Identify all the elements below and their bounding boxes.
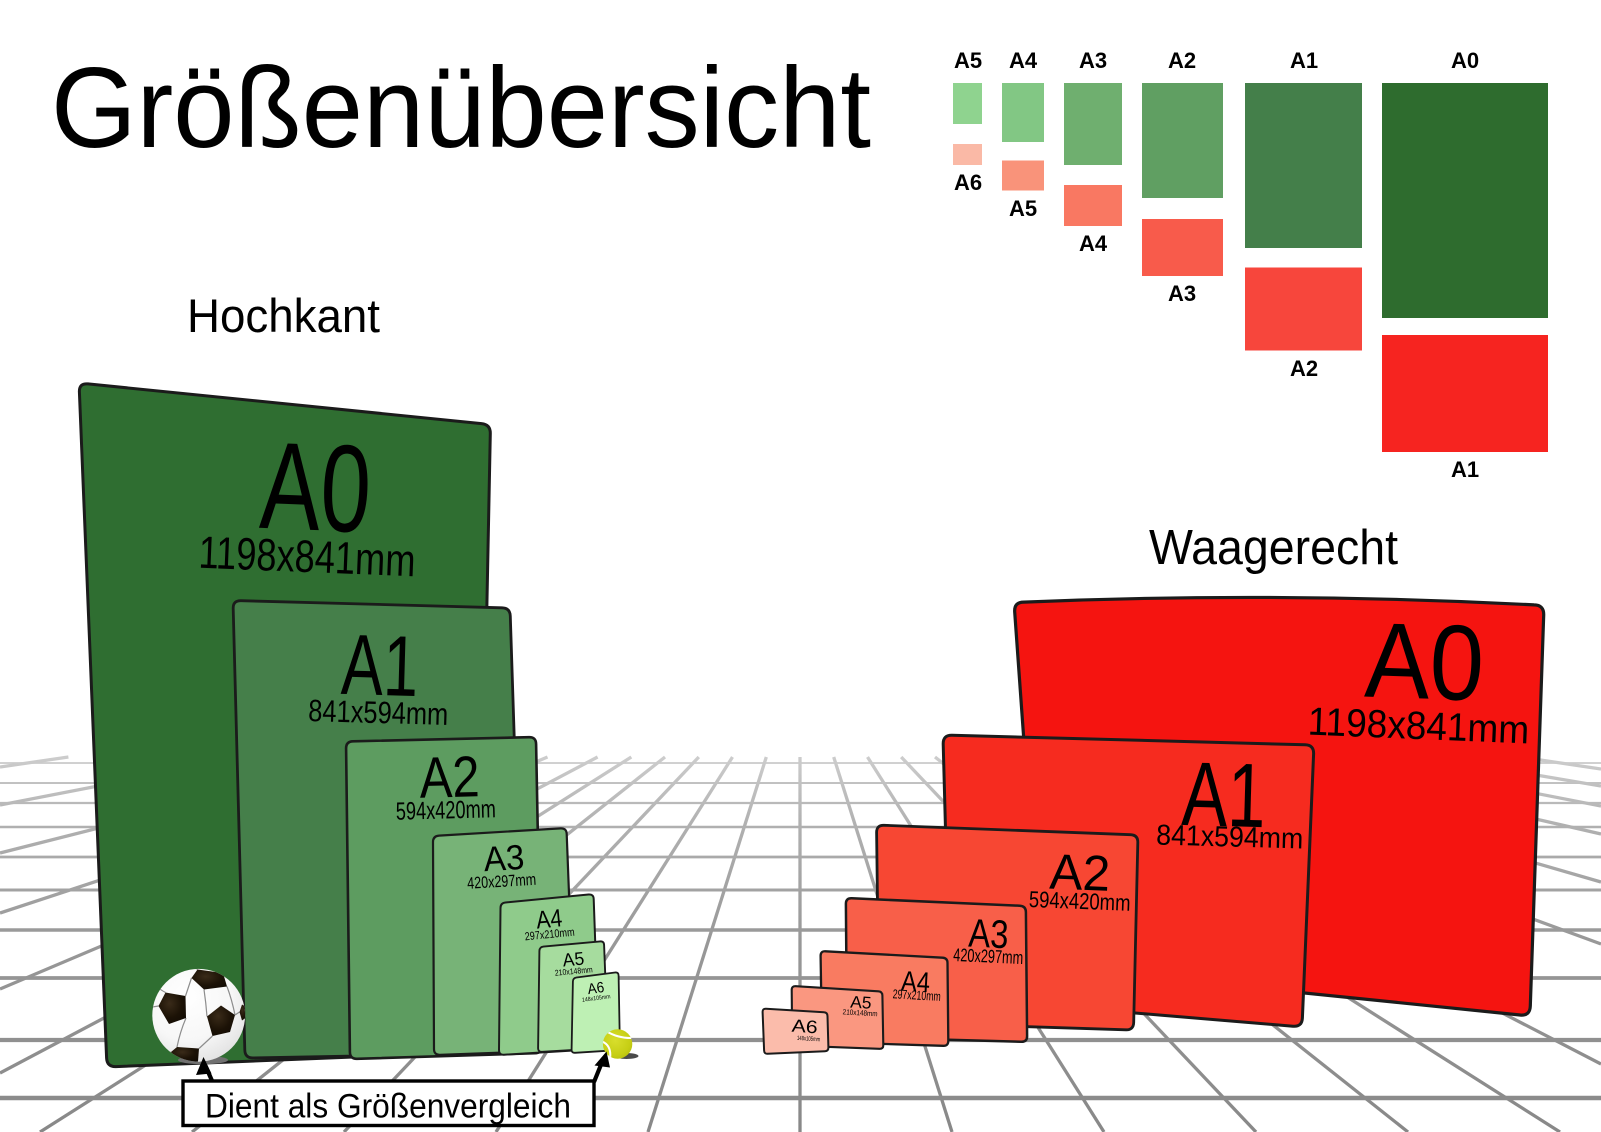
svg-text:594x420mm: 594x420mm xyxy=(395,795,496,825)
svg-text:210x148mm: 210x148mm xyxy=(554,964,593,977)
svg-text:A4: A4 xyxy=(535,904,564,934)
svg-text:420x297mm: 420x297mm xyxy=(467,871,537,893)
svg-text:297x210mm: 297x210mm xyxy=(892,986,941,1004)
svg-text:A3: A3 xyxy=(483,838,526,879)
svg-text:A3: A3 xyxy=(1079,48,1107,73)
svg-text:594x420mm: 594x420mm xyxy=(1028,886,1131,916)
svg-text:A2: A2 xyxy=(1290,356,1318,381)
svg-text:A3: A3 xyxy=(968,912,1010,958)
svg-text:A0: A0 xyxy=(1363,600,1486,724)
svg-text:A2: A2 xyxy=(1168,48,1196,73)
svg-text:Hochkant: Hochkant xyxy=(187,289,380,342)
svg-text:148x105mm: 148x105mm xyxy=(797,1035,821,1043)
svg-text:A2: A2 xyxy=(419,744,481,810)
svg-text:A5: A5 xyxy=(954,48,982,73)
svg-text:A5: A5 xyxy=(562,948,585,971)
svg-text:A4: A4 xyxy=(1009,48,1038,73)
svg-text:A0: A0 xyxy=(1451,48,1479,73)
svg-text:841x594mm: 841x594mm xyxy=(308,693,449,732)
svg-text:A6: A6 xyxy=(587,979,606,998)
svg-text:A6: A6 xyxy=(791,1016,818,1038)
svg-text:210x148mm: 210x148mm xyxy=(842,1007,877,1018)
svg-text:A0: A0 xyxy=(258,417,374,559)
svg-text:148x105mm: 148x105mm xyxy=(582,994,611,1004)
svg-text:1198x841mm: 1198x841mm xyxy=(198,527,417,587)
svg-text:A1: A1 xyxy=(1451,457,1479,482)
svg-text:A4: A4 xyxy=(1079,231,1108,256)
svg-text:A6: A6 xyxy=(954,170,982,195)
svg-text:Größenübersicht: Größenübersicht xyxy=(51,45,871,172)
svg-text:A1: A1 xyxy=(1290,48,1318,73)
svg-text:A2: A2 xyxy=(1049,844,1112,902)
svg-text:A5: A5 xyxy=(850,992,872,1012)
svg-text:A1: A1 xyxy=(340,617,420,715)
svg-text:A1: A1 xyxy=(1180,744,1267,847)
svg-text:420x297mm: 420x297mm xyxy=(953,944,1024,968)
svg-text:Waagerecht: Waagerecht xyxy=(1149,521,1398,575)
svg-text:Dient als Größenvergleich: Dient als Größenvergleich xyxy=(205,1088,571,1126)
svg-text:297x210mm: 297x210mm xyxy=(524,927,575,944)
svg-text:A4: A4 xyxy=(900,966,931,1000)
svg-text:A3: A3 xyxy=(1168,281,1196,306)
svg-text:A5: A5 xyxy=(1009,196,1037,221)
svg-text:841x594mm: 841x594mm xyxy=(1156,819,1304,855)
svg-text:1198x841mm: 1198x841mm xyxy=(1307,700,1530,753)
